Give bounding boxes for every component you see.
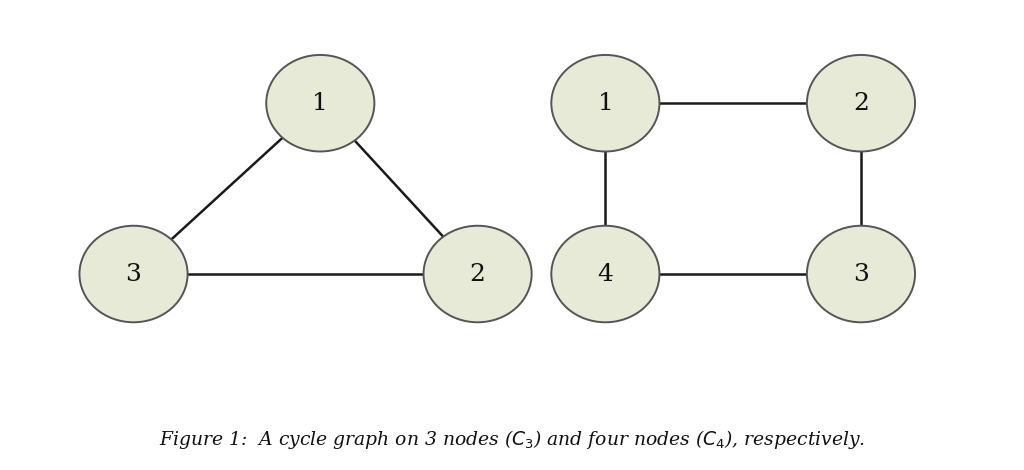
Text: 3: 3 — [126, 263, 141, 285]
Ellipse shape — [424, 226, 531, 322]
Ellipse shape — [80, 226, 187, 322]
Ellipse shape — [807, 226, 915, 322]
Text: 2: 2 — [853, 92, 869, 115]
Ellipse shape — [807, 55, 915, 151]
Text: 1: 1 — [312, 92, 328, 115]
Ellipse shape — [551, 55, 659, 151]
Ellipse shape — [551, 226, 659, 322]
Text: 2: 2 — [470, 263, 485, 285]
Text: 1: 1 — [598, 92, 613, 115]
Text: 4: 4 — [597, 263, 613, 285]
Ellipse shape — [266, 55, 375, 151]
Text: Figure 1:  A cycle graph on 3 nodes ($C_3$) and four nodes ($C_4$), respectively: Figure 1: A cycle graph on 3 nodes ($C_3… — [159, 428, 865, 451]
Text: 3: 3 — [853, 263, 869, 285]
